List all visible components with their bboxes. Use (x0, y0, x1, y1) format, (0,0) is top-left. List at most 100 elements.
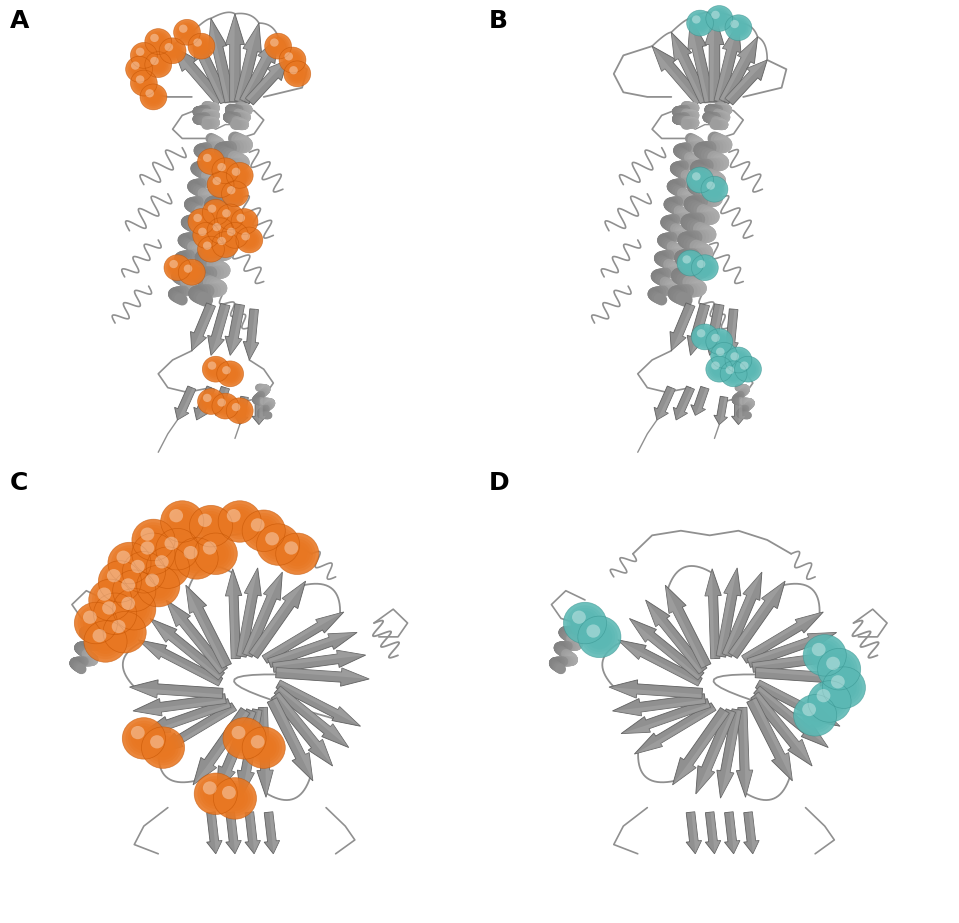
PathPatch shape (246, 60, 288, 101)
Circle shape (149, 549, 158, 558)
PathPatch shape (225, 569, 235, 659)
Circle shape (729, 351, 748, 369)
Circle shape (250, 735, 277, 761)
Circle shape (139, 734, 149, 743)
Circle shape (185, 266, 199, 279)
Circle shape (689, 169, 712, 191)
Circle shape (725, 347, 752, 373)
PathPatch shape (264, 707, 273, 797)
Circle shape (710, 332, 729, 351)
Circle shape (157, 64, 159, 66)
PathPatch shape (186, 585, 231, 668)
Circle shape (170, 260, 178, 269)
Circle shape (219, 164, 232, 177)
Circle shape (572, 610, 598, 636)
Circle shape (707, 182, 715, 190)
Circle shape (168, 258, 187, 277)
PathPatch shape (724, 812, 740, 854)
Circle shape (691, 255, 718, 281)
Circle shape (197, 226, 216, 245)
Circle shape (283, 51, 302, 69)
PathPatch shape (737, 707, 753, 797)
Circle shape (699, 179, 701, 181)
Circle shape (690, 171, 710, 189)
PathPatch shape (129, 680, 223, 699)
PathPatch shape (278, 686, 349, 748)
PathPatch shape (654, 386, 675, 420)
Circle shape (804, 635, 847, 676)
Circle shape (107, 569, 121, 582)
Circle shape (135, 536, 172, 571)
Circle shape (159, 38, 186, 64)
Circle shape (285, 53, 300, 67)
Circle shape (142, 570, 146, 574)
Circle shape (711, 342, 737, 368)
Circle shape (597, 635, 601, 639)
Circle shape (712, 11, 720, 19)
Circle shape (132, 533, 175, 574)
PathPatch shape (244, 309, 259, 360)
Circle shape (199, 229, 213, 242)
Circle shape (165, 43, 180, 58)
Circle shape (279, 47, 306, 73)
Circle shape (217, 204, 244, 230)
Circle shape (219, 238, 232, 251)
Circle shape (704, 336, 706, 338)
Circle shape (164, 255, 191, 281)
Circle shape (248, 516, 279, 545)
PathPatch shape (192, 32, 224, 103)
PathPatch shape (705, 569, 721, 659)
PathPatch shape (629, 618, 700, 680)
Circle shape (234, 234, 236, 236)
Circle shape (91, 618, 101, 628)
PathPatch shape (225, 14, 235, 102)
PathPatch shape (234, 396, 248, 425)
Circle shape (683, 256, 691, 264)
Circle shape (153, 60, 163, 69)
Circle shape (140, 84, 167, 110)
Circle shape (718, 368, 720, 370)
PathPatch shape (747, 632, 836, 662)
Circle shape (290, 546, 305, 561)
PathPatch shape (208, 304, 230, 355)
Circle shape (104, 640, 107, 643)
Circle shape (697, 260, 706, 269)
Circle shape (75, 603, 118, 644)
Circle shape (681, 254, 700, 272)
PathPatch shape (671, 305, 695, 351)
Circle shape (214, 778, 256, 819)
Circle shape (144, 88, 163, 106)
PathPatch shape (666, 585, 705, 668)
PathPatch shape (751, 692, 812, 766)
Circle shape (130, 725, 157, 751)
Circle shape (198, 149, 224, 174)
Circle shape (145, 29, 172, 54)
Circle shape (130, 725, 145, 739)
Circle shape (710, 360, 729, 378)
PathPatch shape (272, 650, 365, 672)
PathPatch shape (714, 23, 738, 102)
PathPatch shape (645, 600, 707, 674)
Circle shape (133, 562, 154, 582)
Circle shape (693, 326, 716, 348)
Circle shape (688, 260, 693, 266)
Circle shape (584, 622, 615, 652)
Circle shape (88, 616, 104, 630)
Circle shape (260, 527, 296, 562)
Circle shape (97, 587, 124, 613)
Circle shape (683, 256, 698, 270)
PathPatch shape (743, 707, 753, 797)
PathPatch shape (225, 812, 242, 854)
PathPatch shape (645, 600, 702, 674)
Circle shape (237, 214, 246, 222)
Circle shape (131, 62, 147, 77)
PathPatch shape (264, 812, 280, 854)
PathPatch shape (717, 709, 741, 798)
PathPatch shape (138, 640, 221, 686)
Circle shape (156, 584, 160, 588)
Circle shape (829, 673, 859, 702)
Circle shape (273, 42, 283, 51)
PathPatch shape (688, 18, 714, 102)
Circle shape (246, 730, 282, 765)
Circle shape (679, 252, 702, 274)
